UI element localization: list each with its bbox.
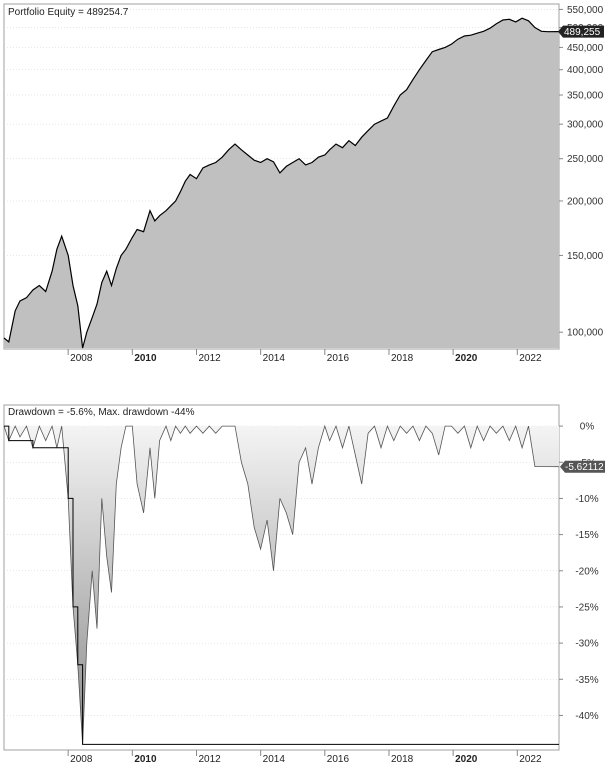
equity-x-tick-label: 2008 (70, 353, 93, 364)
equity-x-tick-label: 2018 (391, 353, 414, 364)
equity-last-value-text: 489,255 (564, 27, 601, 38)
equity-x-axis: 2008 2010 2012 2014 2016 2018 2020 2022 (67, 349, 542, 364)
drawdown-y-tick-label: -20% (575, 566, 598, 577)
drawdown-x-tick-label: 2018 (391, 754, 414, 765)
drawdown-y-tick-label: -25% (575, 602, 598, 613)
drawdown-x-tick-label: 2008 (70, 754, 93, 765)
equity-x-tick-label: 2020 (455, 353, 478, 364)
equity-x-tick-label: 2016 (327, 353, 350, 364)
drawdown-last-value-tag (560, 460, 605, 473)
equity-y-tick-label: 300,000 (567, 120, 604, 131)
equity-last-value-label: 489,255 (558, 25, 604, 38)
drawdown-line (3, 424, 560, 745)
equity-y-tick-label: 200,000 (567, 196, 604, 207)
drawdown-grid (4, 425, 559, 716)
drawdown-y-tick-label: -10% (575, 494, 598, 505)
drawdown-y-tick-label: -15% (575, 530, 598, 541)
equity-area (4, 18, 559, 348)
drawdown-y-tick-label: -30% (575, 639, 598, 650)
equity-y-tick-label: 250,000 (567, 154, 604, 165)
equity-x-tick-label: 2014 (263, 353, 286, 364)
equity-y-tick-label: 350,000 (567, 90, 604, 101)
drawdown-last-value-text: -5.62112 (565, 462, 604, 473)
equity-title: Portfolio Equity = 489254.7 (8, 7, 129, 18)
drawdown-x-tick-label: 2012 (198, 754, 221, 765)
max-drawdown-line (4, 425, 559, 745)
equity-x-tick-label: 2012 (198, 353, 221, 364)
drawdown-pane: 0%-5%-10%-15%-20%-25%-30%-35%-40% 200820… (3, 404, 605, 765)
drawdown-x-tick-label: 2020 (455, 754, 478, 765)
drawdown-area (4, 426, 559, 745)
drawdown-x-tick-label: 2016 (327, 754, 350, 765)
equity-y-tick-label: 150,000 (567, 251, 604, 262)
equity-y-tick-label: 450,000 (567, 43, 604, 54)
equity-last-value-tag (558, 25, 604, 38)
equity-y-tick-label: 100,000 (567, 328, 604, 339)
drawdown-x-axis: 2008 2010 2012 2014 2016 2018 2020 2022 (67, 750, 542, 765)
drawdown-title: Drawdown = -5.6%, Max. drawdown -44% (8, 407, 195, 418)
drawdown-y-tick-label: -35% (575, 675, 598, 686)
equity-line (3, 17, 560, 349)
equity-pane: 550,000500,000450,000400,000350,000300,0… (3, 3, 604, 364)
drawdown-y-tick-label: -40% (575, 711, 598, 722)
equity-y-axis: 550,000500,000450,000400,000350,000300,0… (559, 5, 604, 339)
drawdown-last-value-label: -5.62112 (560, 460, 605, 473)
equity-y-tick-label: 400,000 (567, 65, 604, 76)
drawdown-x-tick-label: 2010 (134, 754, 157, 765)
equity-x-tick-label: 2010 (134, 353, 157, 364)
equity-x-tick-label: 2022 (519, 353, 542, 364)
equity-y-tick-label: 550,000 (567, 5, 604, 16)
drawdown-x-tick-label: 2022 (519, 754, 542, 765)
drawdown-x-tick-label: 2014 (263, 754, 286, 765)
drawdown-y-tick-label: 0% (580, 422, 595, 433)
